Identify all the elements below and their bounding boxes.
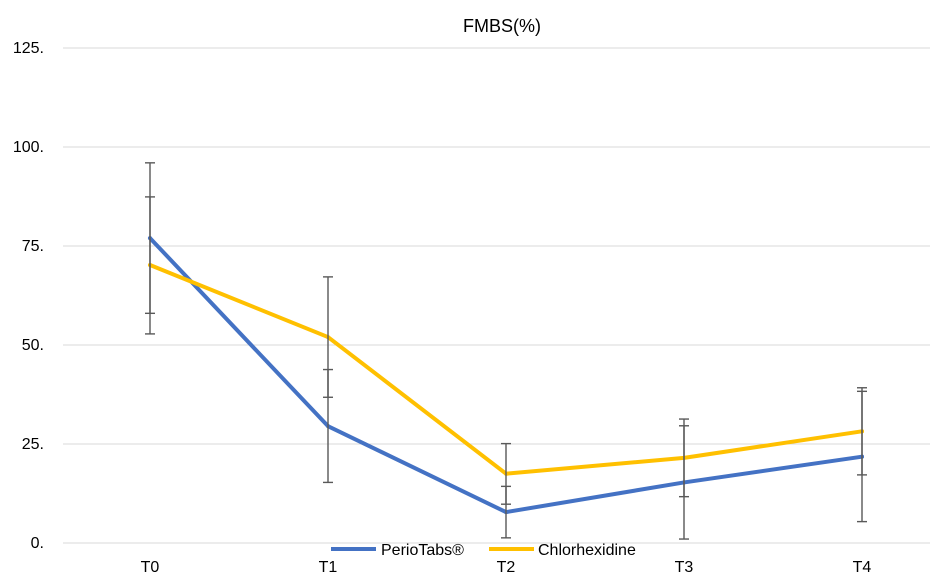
x-tick-label: T3 xyxy=(675,559,694,576)
legend-item-2: Chlorhexidine xyxy=(489,542,636,559)
y-tick-label: 0. xyxy=(31,535,44,552)
x-tick-label: T0 xyxy=(141,559,160,576)
y-tick-label: 25. xyxy=(22,436,44,453)
legend-item-1: PerioTabs® xyxy=(331,542,464,559)
y-tick-label: 50. xyxy=(22,337,44,354)
x-tick-label: T4 xyxy=(853,559,872,576)
error-bar xyxy=(857,387,867,476)
gridlines xyxy=(63,47,930,544)
legend-marker xyxy=(351,547,356,551)
legend: PerioTabs® Chlorhexidine xyxy=(331,542,636,559)
x-axis-ticks: T0 T1 T2 T3 T4 xyxy=(141,559,872,576)
series-line-2 xyxy=(148,263,864,476)
y-tick-label: 75. xyxy=(22,238,44,255)
x-tick-label: T1 xyxy=(319,559,338,576)
y-tick-label: 100. xyxy=(13,139,44,156)
error-bar xyxy=(323,276,333,398)
error-bar xyxy=(501,442,511,505)
legend-label: Chlorhexidine xyxy=(538,542,636,559)
error-bar xyxy=(679,418,689,498)
legend-marker xyxy=(509,547,514,551)
y-axis-ticks: 0. 25. 50. 75. 100. 125. xyxy=(13,40,44,552)
y-tick-label: 125. xyxy=(13,40,44,57)
x-tick-label: T2 xyxy=(497,559,516,576)
legend-label: PerioTabs® xyxy=(381,542,464,559)
chart-title: FMBS(%) xyxy=(463,16,541,36)
error-bar xyxy=(145,196,155,335)
error-bars xyxy=(145,162,867,540)
